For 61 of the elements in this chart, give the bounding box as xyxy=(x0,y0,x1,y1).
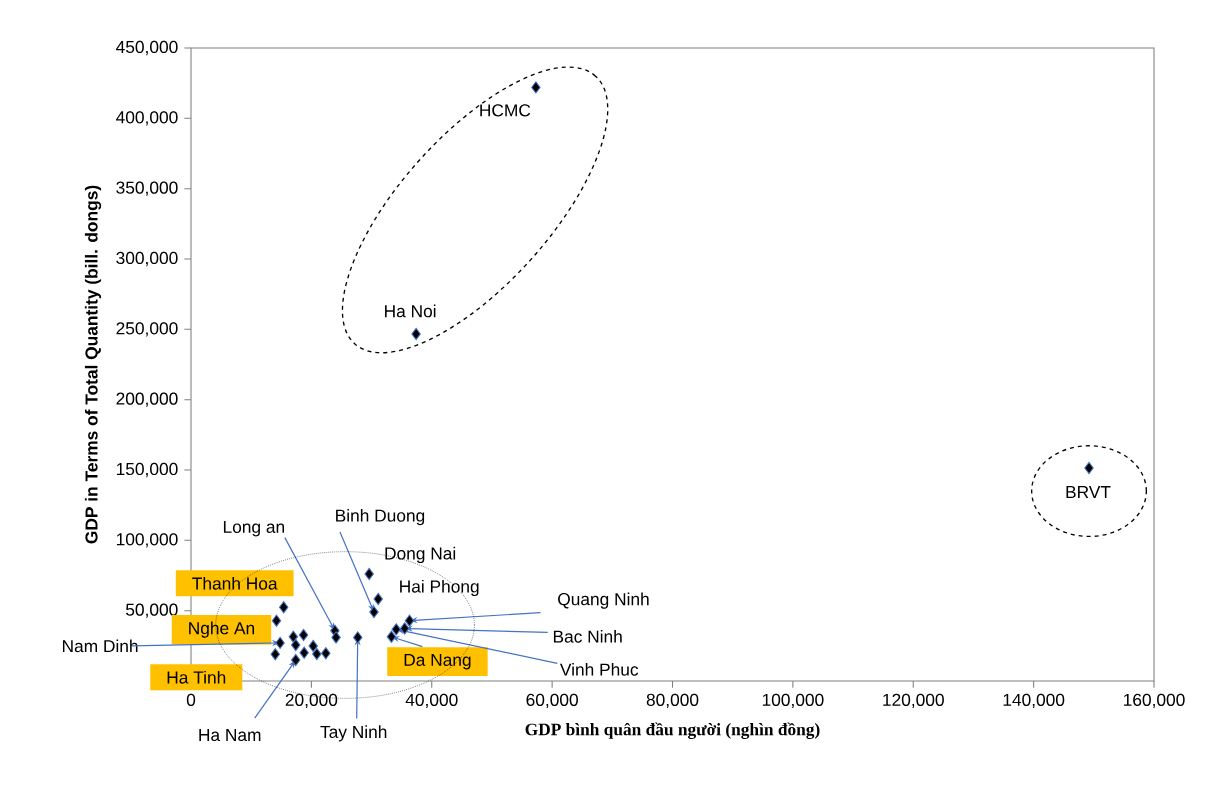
annotation: Bac Ninh xyxy=(553,630,622,643)
point xyxy=(404,614,415,627)
y-tick-label: 350,000 xyxy=(116,181,178,196)
point xyxy=(386,630,397,643)
y-tick-label: 400,000 xyxy=(116,111,178,126)
annotation: BRVT xyxy=(1066,486,1111,498)
x-axis-title: GDP bình quân đầu người (nghìn đồng) xyxy=(525,722,820,739)
y-tick-label: 200,000 xyxy=(116,392,178,407)
point xyxy=(364,567,374,581)
x-tick-label: 160,000 xyxy=(1124,693,1185,709)
point xyxy=(290,653,301,667)
point xyxy=(278,601,289,614)
x-tick-label: 140,000 xyxy=(1003,693,1065,709)
point xyxy=(321,647,331,660)
point xyxy=(308,639,318,653)
point xyxy=(391,623,401,636)
annotation: Binh Duong xyxy=(336,508,425,526)
x-tick-label: 0 xyxy=(186,693,196,706)
annotation: Ha Noi xyxy=(385,304,436,318)
y-tick-label: 450,000 xyxy=(116,40,178,56)
y-tick-label: 300,000 xyxy=(116,251,178,267)
point xyxy=(369,605,379,619)
point xyxy=(352,631,363,644)
annotation: Hai Phong xyxy=(400,579,479,597)
point xyxy=(411,327,421,341)
point xyxy=(531,81,541,94)
x-tick-label: 60,000 xyxy=(526,693,578,709)
x-tick-label: 40,000 xyxy=(405,693,458,709)
point xyxy=(270,648,281,661)
annotation: Dong Nai xyxy=(385,546,456,564)
point xyxy=(331,631,341,644)
point xyxy=(1084,461,1094,475)
x-tick-label: 80,000 xyxy=(646,693,699,709)
annotation: Quang Ninh xyxy=(558,592,649,609)
y-tick-label: 150,000 xyxy=(116,462,178,478)
annotation: HCMC xyxy=(480,104,531,117)
annotation: Da Nang xyxy=(404,653,471,670)
point xyxy=(290,638,301,652)
x-tick-label: 120,000 xyxy=(883,693,944,709)
annotation: Long an xyxy=(223,520,285,537)
y-axis-title: GDP in Terms of Total Quantity (bill. dongs) xyxy=(84,185,102,544)
y-tick-label: 100,000 xyxy=(116,533,178,548)
y-tick-label: 50,000 xyxy=(125,603,178,618)
annotation: Ha Tinh xyxy=(167,670,226,684)
point xyxy=(373,592,383,606)
point xyxy=(271,614,282,627)
point xyxy=(288,630,299,643)
x-tick-label: 100,000 xyxy=(762,693,824,709)
point xyxy=(399,622,410,635)
y-tick-label: 250,000 xyxy=(116,322,178,337)
x-tick-label: 20,000 xyxy=(285,693,338,709)
annotation: Thanh Hoa xyxy=(192,576,278,590)
point xyxy=(312,647,322,661)
annotation: Ha Nam xyxy=(199,729,261,742)
point xyxy=(275,636,285,650)
point xyxy=(299,646,309,659)
point xyxy=(298,628,309,642)
annotation: Nghe An xyxy=(189,621,255,638)
annotation: Tay Ninh xyxy=(320,725,387,742)
annotation: Vinh Phuc xyxy=(559,663,639,676)
annotation: Nam Dinh xyxy=(62,639,138,653)
